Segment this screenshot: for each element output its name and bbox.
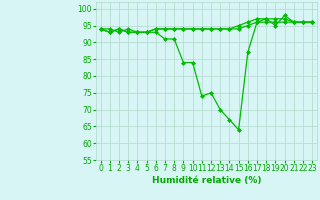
X-axis label: Humidité relative (%): Humidité relative (%) xyxy=(152,176,261,185)
